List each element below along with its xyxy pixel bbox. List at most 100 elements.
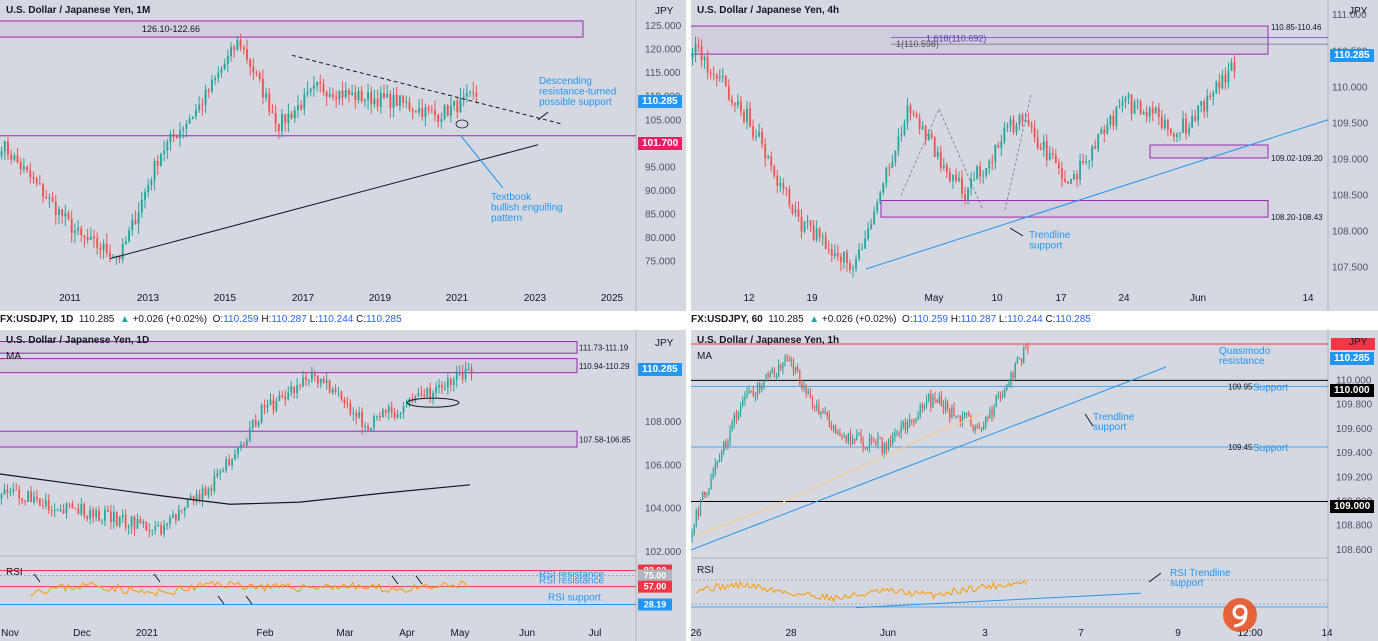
chart-panel-hourly[interactable]: Quasimodo resistance 109.95 Support 109.45 Su…: [691, 330, 1378, 641]
candle-body: [1163, 119, 1166, 128]
candle-body: [249, 59, 252, 67]
resistance-zone: [0, 20, 584, 38]
candle-body: [335, 97, 338, 100]
candle-body: [755, 136, 758, 138]
candle-body: [691, 54, 694, 59]
candle-body: [691, 533, 693, 538]
candle-body: [195, 493, 198, 502]
candle-body: [881, 438, 883, 453]
candle-body: [352, 412, 355, 414]
chart-panel-monthly[interactable]: 126.10-122.66 Descending resistance-turned…: [0, 0, 686, 311]
chart-panel-daily[interactable]: 111.73-111.19 110.94-110.29 107.58-106.85 1…: [0, 330, 686, 641]
rsi-trendline: [855, 592, 1142, 609]
candle-body: [727, 86, 730, 100]
candle-body: [773, 369, 776, 378]
candle-body: [1008, 384, 1010, 386]
candle-body: [67, 213, 70, 219]
candle-body: [936, 399, 938, 403]
rsi-line: [29, 580, 468, 597]
candle-body: [1230, 62, 1233, 71]
candle-body: [1179, 132, 1181, 135]
candle-body: [860, 433, 862, 442]
candle-body: [402, 95, 405, 103]
panel-divider-vertical[interactable]: [686, 0, 691, 641]
candle-body: [0, 494, 3, 499]
candle-body: [746, 108, 748, 122]
chart-panel-4h[interactable]: 110.85-110.46 109.02-109.20 108.20-108.43 1…: [691, 0, 1378, 311]
candle-body: [875, 442, 877, 445]
candle-body: [882, 183, 885, 193]
candle-body: [429, 387, 432, 398]
candle-body: [201, 488, 204, 500]
candle-body: [841, 435, 843, 438]
candle-body: [18, 489, 21, 499]
candle-body: [77, 508, 80, 514]
candle-body: [699, 499, 702, 516]
candle-body: [233, 46, 236, 50]
candle-body: [290, 113, 293, 118]
candle-body: [151, 529, 154, 532]
candle-body: [344, 90, 347, 98]
candle-body: [695, 510, 697, 526]
candle-body: [226, 55, 229, 65]
daily-chart[interactable]: 111.73-111.19 110.94-110.29 107.58-106.85 1…: [0, 330, 686, 641]
candle-body: [939, 151, 942, 168]
high-value: 110.287: [960, 314, 997, 325]
candle-body: [166, 141, 169, 151]
candle-body: [156, 160, 159, 166]
x-tick-label: 17: [1055, 293, 1067, 304]
candle-body: [761, 131, 764, 144]
candle-body: [299, 385, 301, 387]
4h-chart[interactable]: 110.85-110.46 109.02-109.20 108.20-108.43 1…: [691, 0, 1378, 311]
monthly-chart[interactable]: 126.10-122.66 Descendingresistance-turned…: [0, 0, 686, 311]
candle-body: [220, 69, 223, 73]
candle-body: [268, 93, 271, 112]
candle-body: [408, 399, 411, 406]
candle-body: [930, 394, 932, 408]
y-tick-label: 108.600: [1336, 545, 1373, 556]
candle-body: [866, 447, 869, 449]
x-tick-label: 2013: [137, 293, 160, 304]
x-tick-label: 7: [1078, 628, 1084, 639]
chart-title: U.S. Dollar / Japanese Yen, 1D: [6, 335, 150, 346]
candle-body: [995, 395, 997, 408]
candle-body: [915, 419, 917, 423]
candle-body: [913, 420, 915, 423]
candle-body: [855, 258, 857, 269]
candle-body: [1088, 160, 1091, 162]
candle-body: [95, 510, 97, 518]
symbol: FX:USDJPY, 1D: [0, 314, 74, 325]
candle-body: [985, 168, 988, 176]
candle-body: [883, 442, 885, 453]
candle-body: [242, 47, 245, 50]
candle-body: [462, 96, 465, 98]
candle-body: [785, 188, 788, 190]
candle-body: [991, 160, 994, 162]
y-tick-label: 110.000: [1332, 82, 1368, 93]
y-tick-label: 107.500: [1332, 263, 1369, 274]
trendline-support: [865, 119, 1329, 270]
candle-body: [980, 428, 983, 430]
low-value: 110.244: [317, 314, 354, 325]
candle-body: [752, 390, 754, 396]
ascending-trendline: [109, 144, 539, 260]
candle-body: [39, 498, 41, 506]
candle-body: [898, 432, 900, 434]
candle-body: [1014, 363, 1016, 378]
candle-body: [758, 131, 761, 137]
logo-circle-icon: [1223, 598, 1257, 632]
candle-body: [1036, 137, 1039, 148]
candle-body: [195, 109, 197, 117]
candle-body: [879, 437, 881, 439]
candle-body: [794, 209, 797, 213]
candle-body: [989, 410, 991, 419]
candle-body: [748, 390, 750, 394]
moving-average-line: [695, 413, 982, 536]
y-tick-label: 108.000: [645, 417, 682, 428]
candle-body: [254, 419, 257, 426]
candle-body: [310, 373, 313, 380]
candle-body: [364, 426, 366, 428]
candle-body: [1067, 181, 1069, 184]
candle-body: [266, 404, 269, 408]
